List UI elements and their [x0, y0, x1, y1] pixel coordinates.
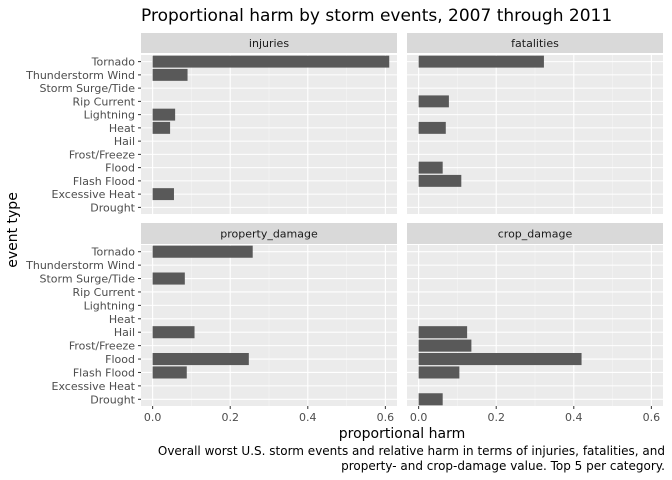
- panel-crop-damage: crop_damage: [407, 223, 663, 406]
- bar-property-damage-0: [152, 245, 253, 258]
- x-tick-label: 0.6: [643, 411, 661, 424]
- bar-crop-damage-6: [418, 326, 468, 339]
- y-tick-label: Drought: [90, 393, 135, 406]
- y-tick-label: Excessive Heat: [52, 188, 136, 201]
- y-tick-label: Heat: [109, 122, 136, 135]
- x-tick-label: 0.6: [377, 411, 395, 424]
- panel-property-damage: property_damage: [141, 223, 397, 406]
- bar-injuries-10: [152, 188, 174, 201]
- bar-crop-damage-8: [418, 353, 582, 366]
- panel-injuries: injuries: [141, 33, 397, 214]
- bar-property-damage-9: [152, 366, 187, 379]
- y-tick-label: Lightning: [84, 109, 135, 122]
- y-tick-label: Thunderstorm Wind: [25, 259, 135, 272]
- bar-injuries-0: [152, 55, 390, 68]
- strip-background: [407, 223, 663, 244]
- strip-label: crop_damage: [498, 228, 573, 241]
- y-tick-label: Rip Current: [73, 95, 136, 108]
- y-tick-label: Frost/Freeze: [69, 148, 135, 161]
- y-tick-label: Flood: [105, 162, 135, 175]
- y-tick-label: Storm Surge/Tide: [40, 273, 136, 286]
- x-tick-label: 0.4: [565, 411, 583, 424]
- bar-fatalities-0: [418, 55, 544, 68]
- y-tick-label: Hail: [114, 135, 135, 148]
- panels-layer: injuries fatalities property_damage crop_da…: [141, 33, 663, 406]
- strip-background: [141, 33, 397, 53]
- bar-fatalities-9: [418, 174, 462, 187]
- y-tick-label: Hail: [114, 326, 135, 339]
- chart-title: Proportional harm by storm events, 2007 …: [141, 6, 612, 26]
- x-tick-label: 0.4: [299, 411, 317, 424]
- y-tick-label: Flash Flood: [73, 175, 135, 188]
- strip-background: [407, 33, 663, 53]
- bar-property-damage-6: [152, 326, 195, 339]
- y-tick-label: Drought: [90, 201, 135, 214]
- bar-crop-damage-11: [418, 393, 443, 406]
- strip-background: [141, 223, 397, 244]
- y-tick-label: Frost/Freeze: [69, 340, 135, 353]
- y-tick-label: Excessive Heat: [52, 380, 136, 393]
- bar-property-damage-8: [152, 353, 249, 366]
- y-tick-label: Flood: [105, 353, 135, 366]
- bar-injuries-1: [152, 68, 188, 81]
- y-tick-label: Tornado: [91, 56, 136, 69]
- bar-fatalities-8: [418, 161, 443, 174]
- y-tick-label: Storm Surge/Tide: [40, 82, 136, 95]
- bar-crop-damage-7: [418, 339, 472, 352]
- y-tick-label: Thunderstorm Wind: [25, 69, 135, 82]
- x-tick-label: 0.2: [487, 411, 505, 424]
- bar-injuries-5: [152, 121, 171, 134]
- bar-crop-damage-9: [418, 366, 460, 379]
- strip-label: fatalities: [511, 37, 559, 50]
- bar-property-damage-2: [152, 272, 185, 285]
- caption-line: property- and crop-damage value. Top 5 p…: [341, 459, 665, 473]
- strip-label: property_damage: [220, 228, 318, 241]
- y-tick-label: Rip Current: [73, 286, 136, 299]
- x-tick-label: 0.0: [144, 411, 162, 424]
- y-tick-label: Lightning: [84, 299, 135, 312]
- caption-line: Overall worst U.S. storm events and rela…: [158, 444, 665, 458]
- y-axis-title: event type: [5, 192, 21, 268]
- x-axis-title: proportional harm: [339, 426, 465, 442]
- bar-fatalities-5: [418, 121, 446, 134]
- chart-caption: Overall worst U.S. storm events and rela…: [158, 444, 665, 473]
- x-tick-label: 0.0: [410, 411, 428, 424]
- bar-injuries-4: [152, 108, 176, 121]
- x-tick-label: 0.2: [221, 411, 239, 424]
- y-tick-label: Tornado: [91, 246, 136, 259]
- panel-fatalities: fatalities: [407, 33, 663, 214]
- strip-label: injuries: [249, 37, 289, 50]
- y-tick-label: Flash Flood: [73, 366, 135, 379]
- y-tick-label: Heat: [109, 313, 136, 326]
- bar-fatalities-3: [418, 95, 449, 108]
